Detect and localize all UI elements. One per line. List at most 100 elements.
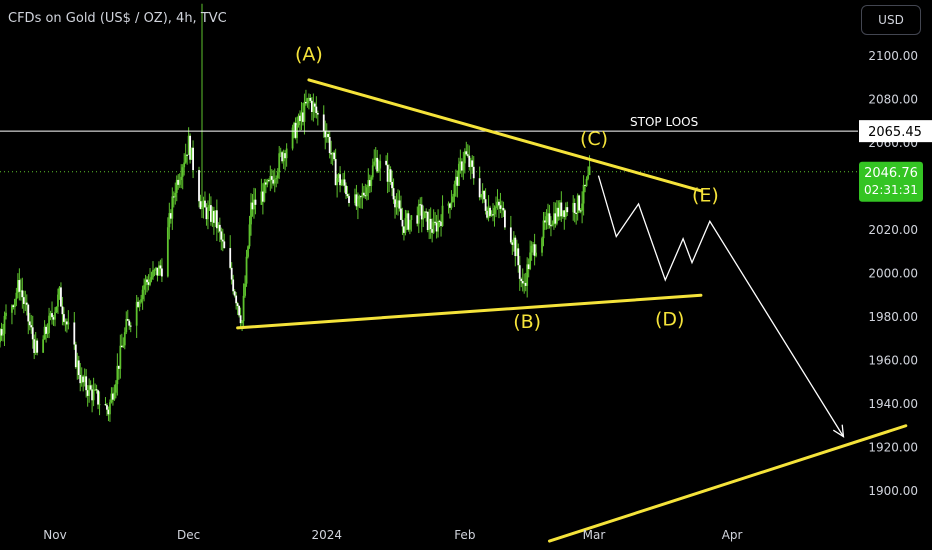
- candle-body: [310, 100, 313, 112]
- candle-body: [285, 148, 288, 159]
- candle-body: [48, 315, 50, 333]
- candle-body: [357, 198, 359, 207]
- wave-label: (A): [295, 43, 323, 65]
- candle-body: [404, 218, 407, 233]
- candle-body: [248, 224, 251, 247]
- candle-body: [120, 345, 123, 348]
- candle-body: [152, 270, 154, 278]
- candle-body: [431, 229, 434, 233]
- candle-body: [395, 203, 398, 208]
- candle-body: [410, 215, 413, 221]
- candle-body: [504, 210, 506, 228]
- candle-body: [334, 159, 337, 186]
- candle-body: [302, 112, 304, 122]
- candle-body: [422, 217, 425, 220]
- candle-body: [588, 166, 591, 176]
- candle-body: [373, 161, 376, 166]
- candle-body: [276, 172, 279, 179]
- candle-body: [364, 195, 367, 197]
- candle-body: [57, 294, 59, 307]
- candle-body: [190, 147, 193, 160]
- candle-body: [455, 176, 457, 185]
- candle-body: [272, 179, 275, 184]
- price-tick-label: 1920.00: [868, 441, 918, 455]
- candle-body: [220, 231, 223, 240]
- long-support-line: [547, 424, 908, 543]
- candle-body: [440, 221, 442, 226]
- candle-body: [109, 402, 111, 415]
- candle-body: [52, 317, 55, 320]
- candle-body: [572, 202, 575, 213]
- candle-body: [275, 178, 278, 180]
- candle-body: [80, 376, 83, 384]
- candle-body: [358, 196, 361, 199]
- candle-body: [428, 218, 431, 231]
- candle-body: [545, 216, 548, 223]
- time-tick-label: 2024: [311, 528, 342, 542]
- candle-body: [171, 196, 174, 219]
- price-tick-label: 2080.00: [868, 93, 918, 107]
- candle-body: [299, 115, 301, 122]
- candle-body: [374, 157, 377, 162]
- candle-body: [34, 340, 37, 353]
- candle-body: [270, 176, 273, 180]
- annotation-overlays: STOP LOOS (A) (B) (C) (D) (E): [0, 43, 908, 543]
- candle-body: [126, 319, 129, 321]
- candle-body: [437, 220, 439, 232]
- candle-body: [529, 252, 532, 270]
- candle-body: [82, 376, 85, 383]
- candle-body: [210, 205, 212, 222]
- candle-body: [144, 279, 147, 286]
- candle-body: [211, 210, 214, 222]
- candle-body: [331, 152, 334, 155]
- candle-body: [429, 218, 432, 230]
- candle-body: [355, 194, 358, 207]
- price-tick-label: 1940.00: [868, 397, 918, 411]
- candle-body: [204, 200, 206, 208]
- candle-body: [495, 206, 497, 208]
- candle-body: [238, 305, 241, 316]
- candle-body: [463, 151, 466, 164]
- candle-body: [533, 244, 536, 256]
- stop-price-tag: [859, 120, 932, 143]
- candle-body: [548, 213, 551, 226]
- candle-body: [523, 282, 526, 284]
- candle-body: [140, 299, 143, 303]
- candle-body: [547, 213, 549, 217]
- candle-body: [394, 199, 396, 208]
- candle-body: [107, 409, 110, 415]
- candle-body: [156, 267, 159, 276]
- candle-body: [253, 199, 255, 210]
- time-tick-label: Nov: [43, 528, 66, 542]
- candle-body: [294, 122, 297, 138]
- candle-body: [125, 319, 128, 333]
- candle-body: [172, 196, 175, 198]
- wave-label: (C): [580, 128, 608, 150]
- candle-body: [449, 203, 451, 208]
- candle-body: [260, 191, 263, 205]
- candle-body: [447, 203, 450, 206]
- candle-body: [432, 221, 435, 233]
- candle-body: [217, 224, 220, 229]
- candle-body: [526, 264, 529, 286]
- candle-body: [530, 245, 533, 253]
- candle-body: [426, 211, 429, 231]
- candle-body: [189, 135, 192, 160]
- candle-body: [541, 238, 543, 253]
- candle-body: [481, 190, 484, 195]
- candle-body: [512, 237, 515, 245]
- candle-body: [279, 152, 282, 154]
- chart-title: CFDs on Gold (US$ / OZ), 4h, TVC: [8, 11, 227, 26]
- candle-body: [141, 289, 144, 300]
- candle-body: [64, 321, 67, 323]
- candle-body: [471, 160, 474, 167]
- candle-body: [77, 360, 80, 376]
- candle-body: [407, 213, 410, 230]
- candle-body: [330, 153, 333, 155]
- currency-button[interactable]: USD: [861, 5, 921, 35]
- candle-body: [254, 199, 257, 205]
- candle-body: [385, 160, 388, 165]
- lower-support-line: [236, 293, 703, 330]
- time-tick-label: Apr: [722, 528, 743, 542]
